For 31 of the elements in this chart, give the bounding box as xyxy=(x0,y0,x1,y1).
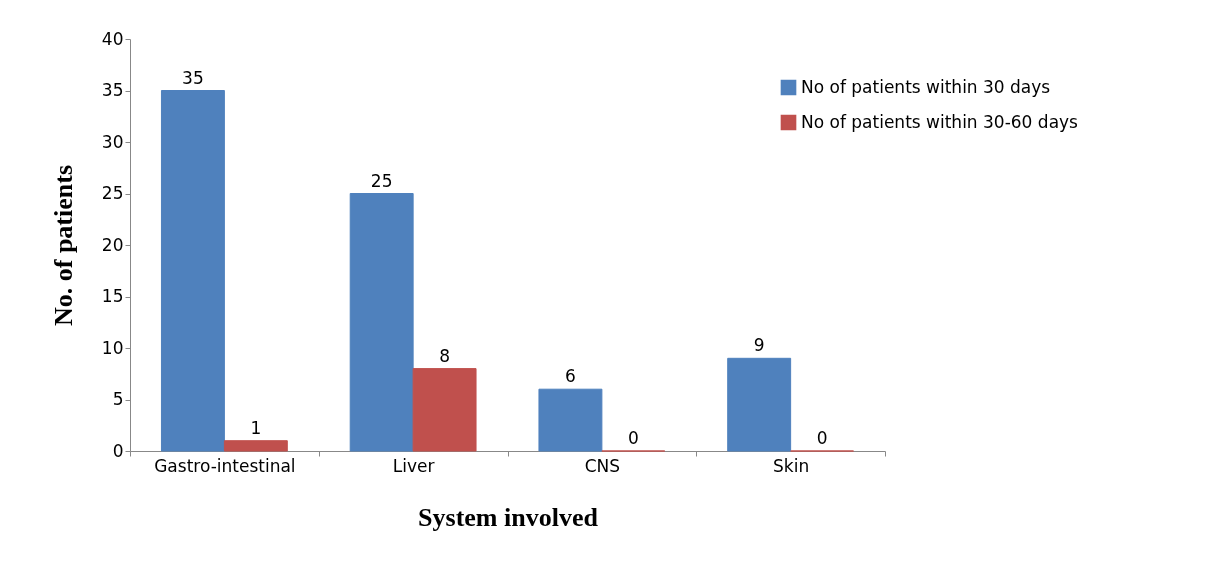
legend-label: No of patients within 30 days xyxy=(801,76,1051,97)
y-tick-label: 40 xyxy=(101,28,124,49)
x-axis-title: System involved xyxy=(418,502,599,532)
data-label: 1 xyxy=(250,417,262,438)
y-tick-label: 20 xyxy=(101,234,124,255)
data-label: 0 xyxy=(627,428,639,448)
bar xyxy=(160,90,225,452)
legend-label: No of patients within 30-60 days xyxy=(801,111,1079,132)
bar xyxy=(223,440,288,452)
y-axis-title: No. of patients xyxy=(48,164,78,327)
data-label: 8 xyxy=(439,345,450,366)
y-tick-label: 30 xyxy=(101,131,124,152)
x-tick-label: Gastro-intestinal xyxy=(154,455,296,476)
data-label: 25 xyxy=(370,170,393,191)
y-tick-label: 35 xyxy=(101,80,124,100)
y-tick-label: 25 xyxy=(101,183,124,203)
data-label: 35 xyxy=(182,67,204,88)
y-tick-label: 5 xyxy=(112,389,124,409)
y-tick-label: 10 xyxy=(101,337,124,358)
bar xyxy=(727,357,792,452)
x-tick-label: CNS xyxy=(584,455,621,476)
x-tick-label: Liver xyxy=(392,455,435,476)
data-label: 0 xyxy=(816,428,828,448)
data-label: 9 xyxy=(753,335,765,356)
y-tick-label: 15 xyxy=(101,286,124,306)
bar xyxy=(538,388,603,452)
bar xyxy=(349,193,414,452)
data-label: 6 xyxy=(565,366,576,387)
bar xyxy=(412,368,477,452)
x-tick-label: Skin xyxy=(773,455,810,476)
y-tick-label: 0 xyxy=(112,440,124,461)
